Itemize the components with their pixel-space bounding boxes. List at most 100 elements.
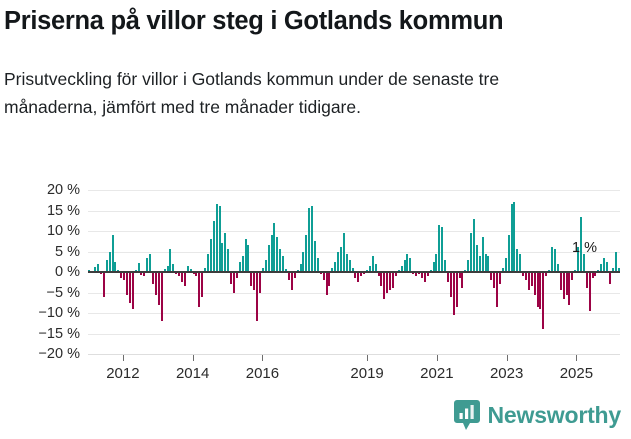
bar <box>233 272 235 293</box>
x-axis-tick-label: 2021 <box>420 365 454 382</box>
bar <box>259 272 262 293</box>
bar <box>146 257 149 272</box>
bar <box>198 272 201 307</box>
bar <box>499 272 501 285</box>
bar <box>218 206 221 272</box>
bar <box>126 272 129 295</box>
bar <box>276 237 279 272</box>
bar <box>322 272 325 281</box>
bar <box>461 272 464 289</box>
bar <box>533 272 536 295</box>
bar <box>363 272 366 275</box>
bar <box>227 249 230 272</box>
bar <box>432 261 435 272</box>
x-axis-line <box>88 354 620 355</box>
x-axis-tick-label: 2019 <box>350 365 384 382</box>
last-value-annotation: 1 % <box>572 239 597 256</box>
bar <box>209 239 212 272</box>
bar <box>293 272 296 279</box>
bar <box>501 267 504 272</box>
bar <box>235 272 238 279</box>
bar <box>108 251 111 272</box>
bar <box>418 272 421 275</box>
bar <box>412 272 415 275</box>
bar <box>149 253 152 272</box>
bar <box>285 268 288 272</box>
bar <box>175 272 178 275</box>
bar <box>267 245 270 272</box>
bar <box>470 233 473 272</box>
bar <box>186 265 189 272</box>
bar <box>348 259 351 272</box>
bar <box>527 272 530 291</box>
bar <box>282 255 285 272</box>
bar <box>123 272 126 281</box>
bar <box>351 267 354 272</box>
bar <box>444 259 447 272</box>
bar <box>571 272 574 281</box>
x-axis-tick <box>506 355 508 361</box>
bar <box>166 265 169 272</box>
bar <box>423 272 426 283</box>
x-axis-tick <box>262 355 264 361</box>
bar <box>128 272 131 303</box>
bar <box>475 245 478 272</box>
bar <box>256 272 259 322</box>
plot-area: 1 % <box>88 190 620 355</box>
bar <box>305 235 308 272</box>
bar <box>270 235 273 272</box>
bar <box>169 249 172 272</box>
y-axis-tick-label: −5 % <box>46 284 80 301</box>
bar <box>117 269 120 272</box>
bar <box>328 272 331 287</box>
bar <box>325 272 328 295</box>
bar <box>400 265 403 272</box>
bar <box>568 272 571 305</box>
bar <box>441 226 444 272</box>
bar <box>386 272 389 293</box>
bar <box>319 272 322 275</box>
bar <box>522 272 525 277</box>
bar <box>334 261 337 272</box>
bar <box>134 269 137 272</box>
x-axis-tick-label: 2023 <box>489 365 524 382</box>
bar <box>481 237 484 272</box>
bar <box>299 263 302 272</box>
gridline <box>88 313 620 314</box>
bar <box>290 272 293 291</box>
bar <box>94 267 97 272</box>
bar <box>316 257 319 272</box>
bar <box>490 272 493 281</box>
bar <box>415 272 418 277</box>
bar <box>504 257 507 272</box>
gridline <box>88 210 620 212</box>
bar <box>247 245 250 272</box>
bar <box>435 253 438 272</box>
bar <box>97 263 100 272</box>
bar <box>516 249 519 272</box>
bar <box>562 272 565 299</box>
bar <box>224 233 227 272</box>
bar <box>513 202 516 272</box>
bar <box>100 272 102 275</box>
y-axis-tick-label: 15 % <box>46 202 80 219</box>
bar <box>195 272 198 277</box>
bar <box>472 218 475 272</box>
y-axis-tick-label: −15 % <box>38 325 80 342</box>
x-axis-tick-label: 2016 <box>245 365 280 382</box>
bar <box>311 206 314 272</box>
bar <box>140 272 143 276</box>
bar <box>597 269 600 272</box>
bar <box>241 255 244 272</box>
bar <box>608 272 611 285</box>
bar <box>163 268 166 272</box>
bar <box>510 204 513 272</box>
bar <box>230 272 233 285</box>
bar <box>383 272 386 299</box>
bar <box>238 261 241 272</box>
brand-name: Newsworthy <box>487 401 622 428</box>
bar <box>484 253 487 272</box>
bar <box>154 272 157 295</box>
bar <box>152 272 155 285</box>
